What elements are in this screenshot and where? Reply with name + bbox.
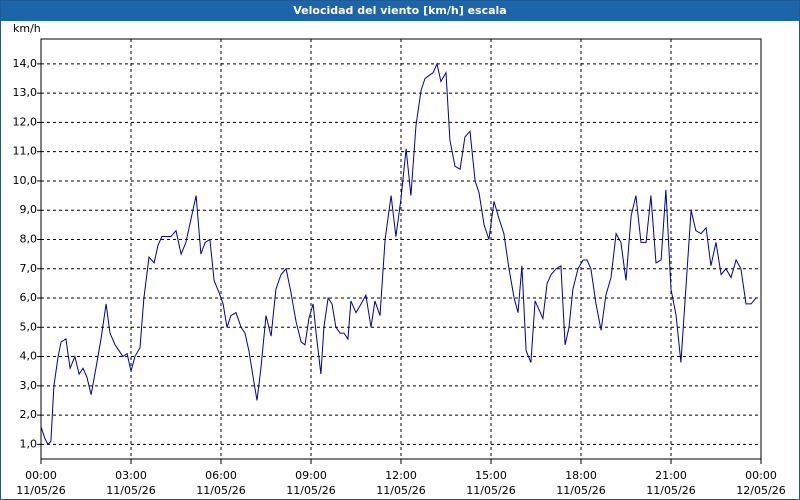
wind-line [40, 62, 757, 446]
y-tick-label: 4,0 [20, 350, 38, 363]
y-tick-label: 1,0 [20, 437, 38, 450]
y-tick-label: 10,0 [13, 174, 38, 187]
x-tick-label: 03:00 [115, 469, 147, 482]
y-tick-label: 3,0 [20, 379, 38, 392]
y-tick-label: 2,0 [20, 408, 38, 421]
x-tick-date: 11/05/26 [556, 484, 605, 497]
y-tick-label: 13,0 [13, 86, 38, 99]
y-tick-label: 14,0 [13, 57, 38, 70]
x-tick-date: 11/05/26 [646, 484, 695, 497]
y-tick-label: 9,0 [20, 203, 38, 216]
y-axis-label: km/h [13, 22, 41, 35]
x-tick-date: 11/05/26 [466, 484, 515, 497]
x-tick-label: 09:00 [295, 469, 327, 482]
x-tick-label: 06:00 [205, 469, 237, 482]
x-tick-label: 00:00 [745, 469, 777, 482]
y-tick-label: 12,0 [13, 115, 38, 128]
x-tick-date: 12/05/26 [736, 484, 785, 497]
x-tick-date: 11/05/26 [286, 484, 335, 497]
x-tick-label: 21:00 [655, 469, 687, 482]
x-tick-label: 12:00 [385, 469, 417, 482]
y-tick-label: 7,0 [20, 262, 38, 275]
x-tick-date: 11/05/26 [106, 484, 155, 497]
y-tick-label: 6,0 [20, 291, 38, 304]
x-tick-label: 15:00 [475, 469, 507, 482]
x-tick-label: 00:00 [25, 469, 57, 482]
y-tick-label: 11,0 [13, 145, 38, 158]
title-bar: Velocidad del viento [km/h] escala [1, 1, 799, 21]
x-tick-label: 18:00 [565, 469, 597, 482]
y-tick-label: 5,0 [20, 320, 38, 333]
x-tick-date: 11/05/26 [196, 484, 245, 497]
x-tick-date: 11/05/26 [16, 484, 65, 497]
x-tick-date: 11/05/26 [376, 484, 425, 497]
chart: km/h 1,0 2,0 3,0 4,0 5,0 6,0 7,0 8,0 9,0 10,0 11,0… [13, 22, 786, 497]
y-tick-label: 8,0 [20, 232, 38, 245]
